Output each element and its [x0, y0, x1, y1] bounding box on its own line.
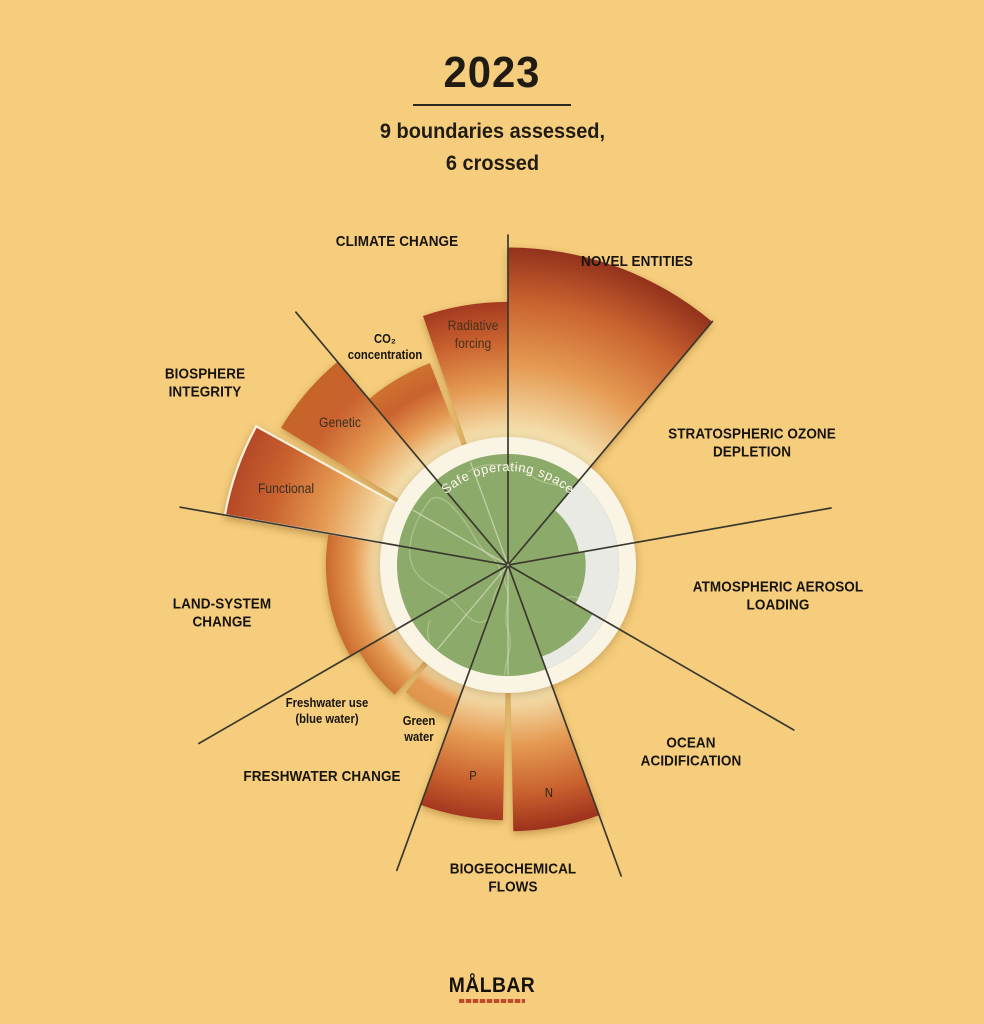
label-biosphere-integrity: BIOSPHERE INTEGRITY: [164, 365, 246, 401]
label-land-system-change: LAND-SYSTEM CHANGE: [172, 595, 272, 631]
safe-sector-ozone: [554, 480, 618, 553]
sector-spoke-line: [179, 506, 507, 566]
sector-spoke-line: [508, 565, 795, 731]
label-phosphorus: P: [469, 769, 477, 783]
wedge-radiative: [423, 301, 508, 453]
label-green-water: Green water: [402, 713, 436, 744]
label-freshwater-use: Freshwater use (blue water): [285, 695, 369, 726]
logo-tagline-strip: [459, 999, 525, 1003]
subtitle: 9 boundaries assessed, 6 crossed: [379, 120, 605, 175]
wedge-genetic: [281, 361, 432, 504]
label-novel-entities: NOVEL ENTITIES: [580, 252, 694, 270]
wedge-n: [510, 676, 600, 832]
title-block: 2023 9 boundaries assessed, 6 crossed: [0, 48, 984, 179]
label-biogeochemical-flows: BIOGEOCHEMICAL FLOWS: [449, 860, 577, 896]
label-aerosol-loading: ATMOSPHERIC AEROSOL LOADING: [692, 578, 864, 614]
safe-sector-aerosol: [575, 545, 619, 621]
wedge-novel: [508, 247, 713, 474]
label-co2-concentration: CO₂ concentration: [347, 331, 423, 362]
sector-spoke-line: [507, 566, 623, 877]
label-climate-change: CLIMATE CHANGE: [335, 232, 459, 250]
wedge-co2: [368, 363, 466, 474]
label-stratospheric-ozone: STRATOSPHERIC OZONE DEPLETION: [668, 425, 836, 461]
sector-spoke-line: [509, 507, 832, 566]
title-underline: [413, 104, 571, 106]
label-radiative-forcing: Radiative forcing: [447, 318, 499, 351]
label-ocean-acidification: OCEAN ACIDIFICATION: [640, 734, 742, 770]
label-freshwater-change: FRESHWATER CHANGE: [243, 767, 401, 785]
sector-spoke-line: [508, 320, 714, 565]
label-nitrogen: N: [544, 786, 554, 800]
sector-spoke-line: [395, 566, 509, 872]
label-genetic: Genetic: [319, 415, 361, 431]
logo-block: MÅLBAR: [0, 974, 984, 1003]
safe-sector-ocean: [541, 613, 605, 670]
logo-malbar: MÅLBAR: [448, 974, 536, 997]
wedge-p: [420, 676, 506, 821]
label-functional: Functional: [257, 481, 315, 497]
sub-divider-line: [436, 567, 506, 650]
sub-divider-line: [412, 509, 505, 564]
sector-spoke-line: [295, 311, 508, 565]
sector-spoke-line: [197, 565, 508, 745]
sub-divider-line: [469, 461, 508, 562]
page-title: 2023: [443, 48, 541, 97]
